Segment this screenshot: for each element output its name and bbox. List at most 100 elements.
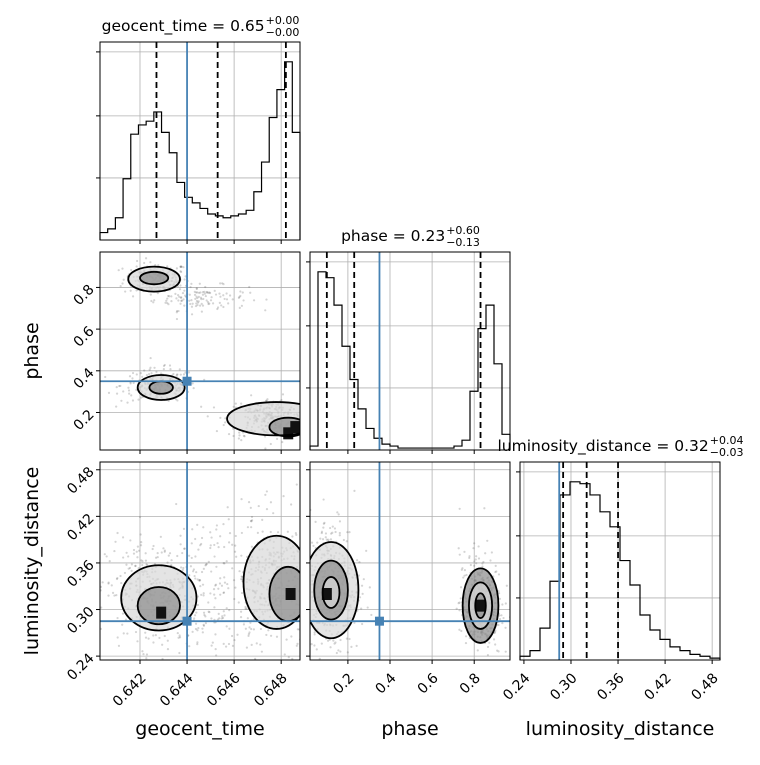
sample-point [200,310,203,313]
sample-point [145,374,149,377]
sample-point [218,301,221,304]
sample-point [220,617,223,620]
sample-point [240,439,243,442]
sample-point [249,621,252,624]
sample-point [179,296,183,299]
sample-point [303,607,305,609]
sample-point [325,538,328,541]
density-core [321,588,332,600]
x-tick-label: 0.646 [204,670,244,710]
sample-point [474,665,476,667]
sample-point [264,447,267,450]
y-tick-label: 0.48 [64,464,97,497]
sample-point [180,566,183,569]
panel-frame [99,461,301,661]
sample-point [282,495,285,498]
sample-point [304,565,306,567]
sample-point [193,617,196,620]
sample-point [492,638,496,641]
sample-point [457,547,460,550]
sample-point [182,266,185,269]
sample-point [324,536,327,539]
sample-point [346,651,349,654]
density-core [290,421,300,434]
sample-point [372,661,374,663]
sample-point [170,564,173,567]
sample-point [236,633,239,636]
sample-point [302,421,304,423]
sample-point [505,584,508,587]
sample-point [302,578,304,580]
sample-point [134,564,137,567]
sample-point [338,534,341,537]
title-main-text: phase = 0.23 [341,227,445,245]
sample-point [476,667,478,669]
sample-point [216,306,220,309]
sample-point [494,564,497,567]
sample-point [175,297,178,300]
sample-point [127,386,130,389]
sample-point [113,594,116,597]
sample-point [98,597,100,599]
sample-point [199,291,202,294]
contour-line [461,567,500,644]
sample-point [493,631,497,634]
sample-point [205,562,208,566]
sample-point [328,638,331,641]
sample-point [168,552,172,555]
sample-point [131,377,134,380]
sample-point [275,668,277,670]
contour-line [313,559,349,621]
sample-point [129,289,132,292]
sample-point [240,591,244,595]
sample-point [361,592,364,595]
sample-point [498,617,502,621]
sample-point [201,293,205,296]
sample-point [217,587,220,590]
sample-point [302,550,304,552]
sample-point [177,636,180,639]
sample-point [179,543,182,546]
sample-point [144,559,148,562]
sample-point [197,300,200,303]
sample-point [468,556,471,560]
sample-point [170,559,173,562]
sample-point [214,633,217,636]
sample-point [361,622,364,626]
sample-point [301,606,303,608]
sample-point [247,501,251,504]
sample-point [303,647,305,649]
sample-point [175,373,178,376]
sample-point [145,653,149,656]
sample-point [481,673,483,675]
sample-point [265,399,268,402]
sample-point [460,629,463,633]
sample-point [264,493,267,496]
sample-point [131,371,135,375]
x-tick-label: 0.30 [547,670,580,703]
y-axis-label-luminosity_distance: luminosity_distance [21,467,43,656]
sample-point [183,547,186,550]
sample-point [201,627,204,630]
sample-point [149,293,152,296]
sample-point [482,666,484,668]
sample-point [457,602,460,605]
sample-point [178,288,182,291]
x-tick-label: 0.642 [110,670,150,710]
sample-point [322,668,324,670]
sample-point [205,290,209,294]
sample-point [482,560,485,564]
sample-point [244,627,247,630]
contour-line [310,541,360,640]
sample-point [205,299,208,302]
sample-point [265,633,268,637]
sample-point [167,554,170,557]
sample-point [239,294,242,298]
sample-point [326,639,330,642]
sample-point [122,278,125,281]
sample-point [250,643,253,646]
sample-point [465,573,468,577]
sample-point [182,566,185,570]
sample-point [496,649,499,652]
